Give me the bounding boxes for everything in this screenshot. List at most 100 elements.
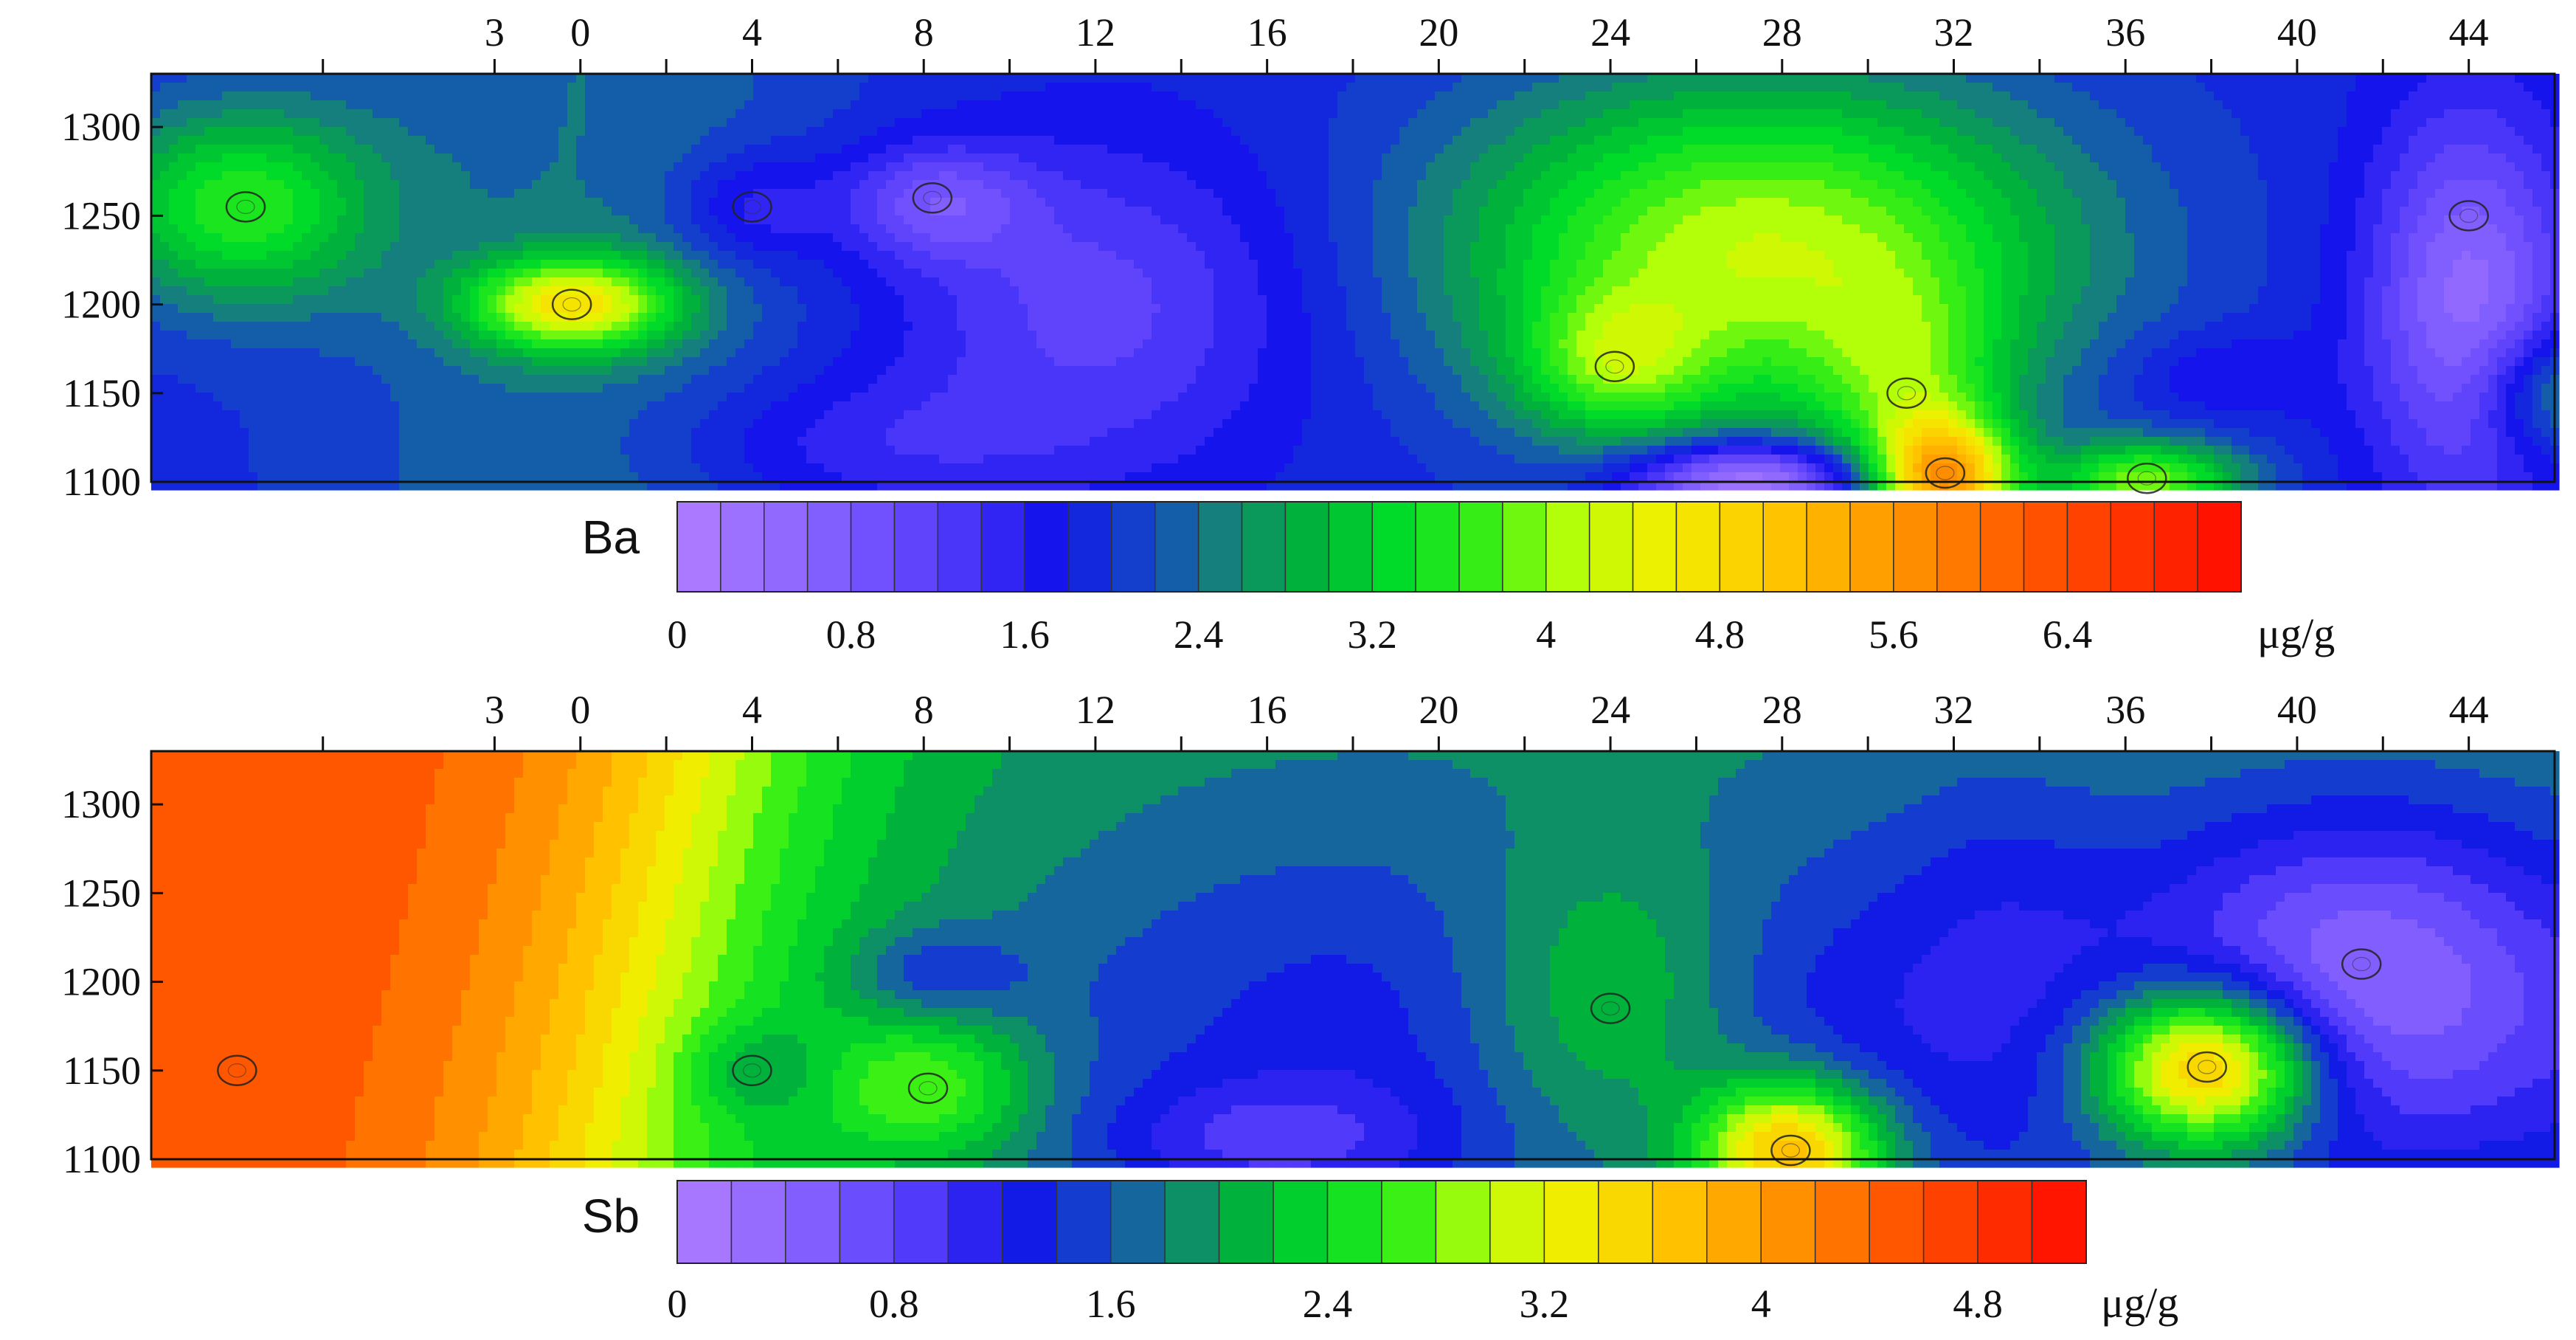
colorbar-cell xyxy=(1415,501,1460,593)
x-tick-label: 12 xyxy=(1076,688,1115,732)
colorbar-cell xyxy=(1371,501,1416,593)
colorbar-unit: μg/g xyxy=(2101,1279,2178,1327)
colorbar-tick-label: 2.4 xyxy=(1303,1282,1353,1326)
x-tick-label: 20 xyxy=(1419,688,1458,732)
colorbar-cell xyxy=(1056,1180,1112,1264)
colorbar-tick-label: 4.8 xyxy=(1953,1282,2003,1326)
x-tick-label: 44 xyxy=(2449,10,2489,55)
colorbar-tick-label: 3.2 xyxy=(1520,1282,1570,1326)
x-tick-label: 16 xyxy=(1247,688,1287,732)
ba-panel: 3 0 4 8 12 16 20 24 28 32 36 40 44130012501200115011… xyxy=(61,10,2560,657)
sb-hotspot-contour xyxy=(1770,1134,1811,1167)
ba-hotspot-core xyxy=(2459,208,2479,223)
colorbar-cell xyxy=(676,501,721,593)
x-tick-label: 44 xyxy=(2449,688,2489,732)
colorbar-cell xyxy=(1218,1180,1274,1264)
colorbar-cell xyxy=(1543,1180,1599,1264)
colorbar-cell xyxy=(720,501,765,593)
colorbar-cell xyxy=(764,501,809,593)
colorbar-cell xyxy=(1869,1180,1925,1264)
colorbar-cell xyxy=(1652,1180,1708,1264)
colorbar-cell xyxy=(893,1180,949,1264)
colorbar-tick-label: 0.8 xyxy=(826,612,876,657)
sb-hotspot-core xyxy=(2352,956,2371,972)
colorbar-cell xyxy=(1273,1180,1329,1264)
sb-contour-field xyxy=(151,751,2560,1168)
x-tick-label: 8 xyxy=(914,688,934,732)
sb-hotspot-contour xyxy=(217,1054,257,1087)
sb-hotspot-contour xyxy=(732,1054,772,1087)
ba-hotspot-core xyxy=(2137,471,2156,486)
x-tick-label: 0 xyxy=(570,688,590,732)
colorbar-tick-label: 1.6 xyxy=(1000,612,1050,657)
colorbar-cell xyxy=(980,501,1025,593)
y-tick-label: 1100 xyxy=(63,1137,141,1181)
colorbar-cell xyxy=(2031,1180,2087,1264)
colorbar-tick-label: 0 xyxy=(668,1282,688,1326)
colorbar-cell xyxy=(1109,1180,1166,1264)
colorbar-unit: μg/g xyxy=(2257,609,2335,657)
colorbar-cell xyxy=(806,501,852,593)
colorbar-cell xyxy=(1154,501,1199,593)
colorbar-cell xyxy=(1675,501,1721,593)
colorbar-cell xyxy=(1284,501,1330,593)
colorbar-tick-label: 4.8 xyxy=(1695,612,1745,657)
colorbar-cell xyxy=(1489,1180,1545,1264)
colorbar-cell xyxy=(1977,1180,2033,1264)
x-tick-label: 32 xyxy=(1934,10,1974,55)
ba-hotspot-core xyxy=(1897,386,1917,401)
x-tick-label: 36 xyxy=(2105,10,2145,55)
colorbar-cell xyxy=(1632,501,1677,593)
x-tick-label: 40 xyxy=(2277,10,2317,55)
x-tick-label: 8 xyxy=(914,10,934,55)
colorbar-cell xyxy=(2110,501,2155,593)
colorbar-tick-label: 1.6 xyxy=(1086,1282,1136,1326)
colorbar-cell xyxy=(2023,501,2068,593)
ba-hotspot-core xyxy=(923,190,942,205)
colorbar-frame xyxy=(676,501,2242,593)
y-tick-label: 1300 xyxy=(61,105,141,149)
ba-hotspot-core xyxy=(562,297,581,312)
sb-hotspot-contour xyxy=(2341,948,2382,980)
sb-hotspot-core xyxy=(1781,1143,1801,1158)
colorbar-cell xyxy=(1545,501,1590,593)
colorbar-cell xyxy=(1164,1180,1220,1264)
ba-contour-field xyxy=(151,74,2560,491)
colorbar-cell xyxy=(1024,501,1069,593)
colorbar-tick-label: 3.2 xyxy=(1347,612,1397,657)
x-tick-label: 28 xyxy=(1762,10,1802,55)
sb-hotspot-core xyxy=(2198,1060,2217,1074)
sb-hotspot-core xyxy=(918,1081,938,1096)
y-tick-label: 1300 xyxy=(61,782,141,826)
ba-hotspot-core xyxy=(1936,466,1955,480)
colorbar-tick-label: 0.8 xyxy=(869,1282,919,1326)
sb-hotspot-core xyxy=(742,1063,762,1078)
y-tick-label: 1150 xyxy=(63,1049,141,1093)
colorbar-cell xyxy=(1588,501,1634,593)
colorbar-cell xyxy=(1002,1180,1057,1264)
x-tick-label: 24 xyxy=(1590,10,1630,55)
element-label: Sb xyxy=(582,1189,640,1243)
colorbar-tick-label: 0 xyxy=(668,612,688,657)
colorbar-cell xyxy=(2153,501,2198,593)
colorbar-cell xyxy=(1762,501,1807,593)
colorbar-cell xyxy=(839,1180,895,1264)
x-tick-label: 36 xyxy=(2105,688,2145,732)
sb-hotspot-contour xyxy=(1590,992,1631,1024)
colorbar-cell xyxy=(850,501,896,593)
colorbar-cell xyxy=(1328,501,1373,593)
sb-panel: 3 0 4 8 12 16 20 24 28 32 36 40 44130012501200115011… xyxy=(61,688,2560,1327)
ba-hotspot-core xyxy=(1605,359,1624,374)
colorbar-cell xyxy=(1111,501,1156,593)
colorbar-cell xyxy=(2066,501,2112,593)
colorbar-cell xyxy=(1502,501,1547,593)
y-tick-label: 1200 xyxy=(61,283,141,327)
colorbar-cell xyxy=(1326,1180,1382,1264)
y-tick-label: 1250 xyxy=(61,871,141,915)
colorbar-cell xyxy=(893,501,939,593)
colorbar-cell xyxy=(1435,1180,1491,1264)
x-tick-label: 32 xyxy=(1934,688,1974,732)
y-tick-label: 1250 xyxy=(61,193,141,238)
colorbar-cell xyxy=(785,1180,841,1264)
